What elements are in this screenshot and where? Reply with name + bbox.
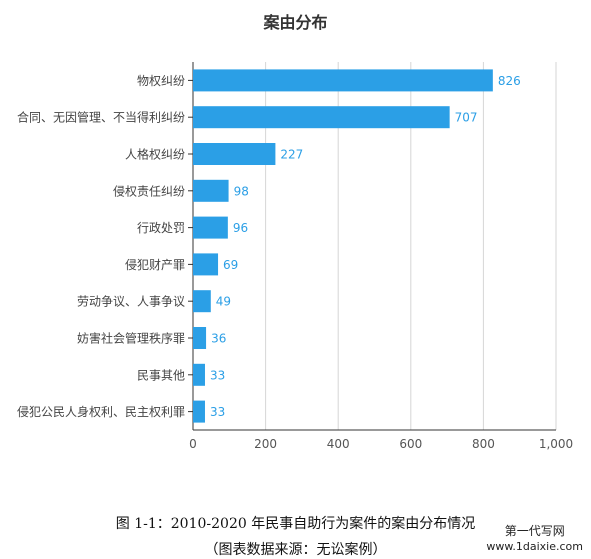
bar-chart: 0 200 400 600 800 1,000 物权纠纷 826 合同、无因管理、不当得利纠纷 7…: [17, 62, 573, 451]
bar: [193, 400, 205, 423]
x-tick-label: 400: [327, 437, 350, 451]
data-label: 707: [455, 111, 478, 125]
bar: [193, 327, 207, 349]
category-label: 合同、无因管理、不当得利纠纷: [17, 110, 185, 125]
data-label: 98: [234, 184, 249, 198]
category-label: 侵犯财产罪: [125, 257, 185, 272]
data-label: 36: [211, 332, 226, 346]
x-tick-label: 600: [399, 437, 422, 451]
figure-caption: 图 1-1：2010-2020 年民事自助行为案件的案由分布情况: [115, 516, 476, 532]
x-tick-label: 0: [189, 437, 197, 451]
x-tick-label: 200: [254, 437, 277, 451]
data-label: 33: [210, 368, 225, 382]
watermark: 第一代写网 www.1daixie.com: [486, 524, 583, 554]
bar: [193, 179, 229, 202]
category-label: 物权纠纷: [137, 74, 185, 88]
figure-source-note: （图表数据来源：无讼案例）: [204, 542, 387, 558]
category-label: 劳动争议、人事争议: [77, 295, 185, 309]
category-label: 行政处罚: [137, 221, 185, 235]
bar: [193, 106, 450, 129]
bar: [193, 69, 493, 92]
category-label: 人格权纠纷: [125, 147, 185, 162]
category-label: 侵权责任纠纷: [113, 183, 185, 198]
category-label: 妨害社会管理秩序罪: [77, 331, 185, 346]
bar: [193, 363, 205, 386]
bar: [193, 290, 211, 313]
data-label: 227: [280, 148, 303, 162]
category-label: 侵犯公民人身权利、民主权利罪: [17, 404, 185, 419]
category-label: 民事其他: [137, 368, 185, 382]
watermark-name: 第一代写网: [504, 524, 565, 538]
watermark-url: www.1daixie.com: [486, 540, 583, 553]
bar: [193, 253, 219, 276]
x-tick-label: 800: [472, 437, 495, 451]
data-label: 69: [223, 258, 238, 272]
x-tick-label: 1,000: [539, 437, 573, 451]
bar: [193, 216, 228, 239]
data-label: 49: [216, 295, 231, 309]
bar: [193, 143, 276, 165]
data-label: 96: [233, 221, 248, 235]
data-label: 33: [210, 405, 225, 419]
chart-title: 案由分布: [263, 13, 328, 32]
data-label: 826: [498, 74, 521, 88]
